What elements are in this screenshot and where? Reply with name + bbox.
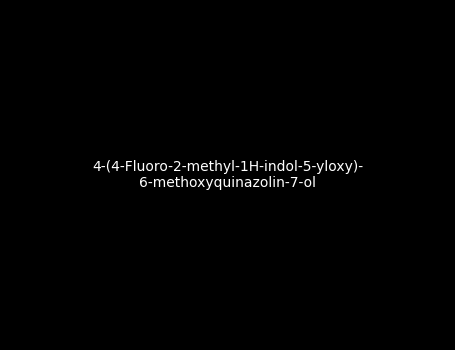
Text: 4-(4-Fluoro-2-methyl-1H-indol-5-yloxy)-
6-methoxyquinazolin-7-ol: 4-(4-Fluoro-2-methyl-1H-indol-5-yloxy)- … bbox=[92, 160, 363, 190]
